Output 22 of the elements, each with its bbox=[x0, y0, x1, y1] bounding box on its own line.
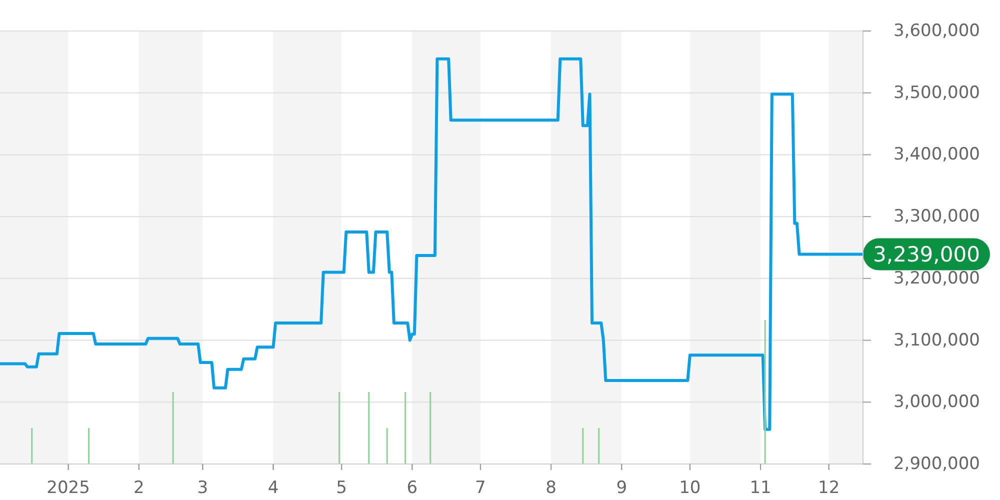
data-label: 3,239,000 bbox=[873, 242, 980, 266]
x-tick-label: 6 bbox=[406, 478, 418, 498]
x-tick-label: 2025 bbox=[46, 478, 90, 498]
x-tick-label: 5 bbox=[336, 478, 347, 498]
x-tick-label: 8 bbox=[546, 478, 556, 498]
x-tick-label: 4 bbox=[268, 478, 279, 498]
y-tick-label: 3,100,000 bbox=[893, 330, 980, 350]
y-tick-label: 3,200,000 bbox=[893, 268, 980, 288]
y-tick-label: 3,400,000 bbox=[893, 144, 980, 165]
y-tick-label: 3,300,000 bbox=[893, 206, 980, 227]
x-tick-label: 12 bbox=[818, 478, 840, 498]
y-tick-label: 2,900,000 bbox=[893, 454, 980, 474]
x-tick-label: 7 bbox=[475, 478, 486, 498]
x-tick-label: 2 bbox=[133, 478, 144, 498]
line-series bbox=[0, 57, 864, 431]
y-tick-label: 3,500,000 bbox=[893, 82, 980, 103]
x-tick-label: 10 bbox=[679, 478, 701, 498]
y-tick-label: 3,000,000 bbox=[893, 392, 980, 412]
x-tick-label: 11 bbox=[750, 478, 772, 498]
x-tick-label: 3 bbox=[197, 478, 208, 498]
x-tick-label: 9 bbox=[616, 478, 628, 498]
y-tick-label: 3,600,000 bbox=[893, 21, 980, 41]
